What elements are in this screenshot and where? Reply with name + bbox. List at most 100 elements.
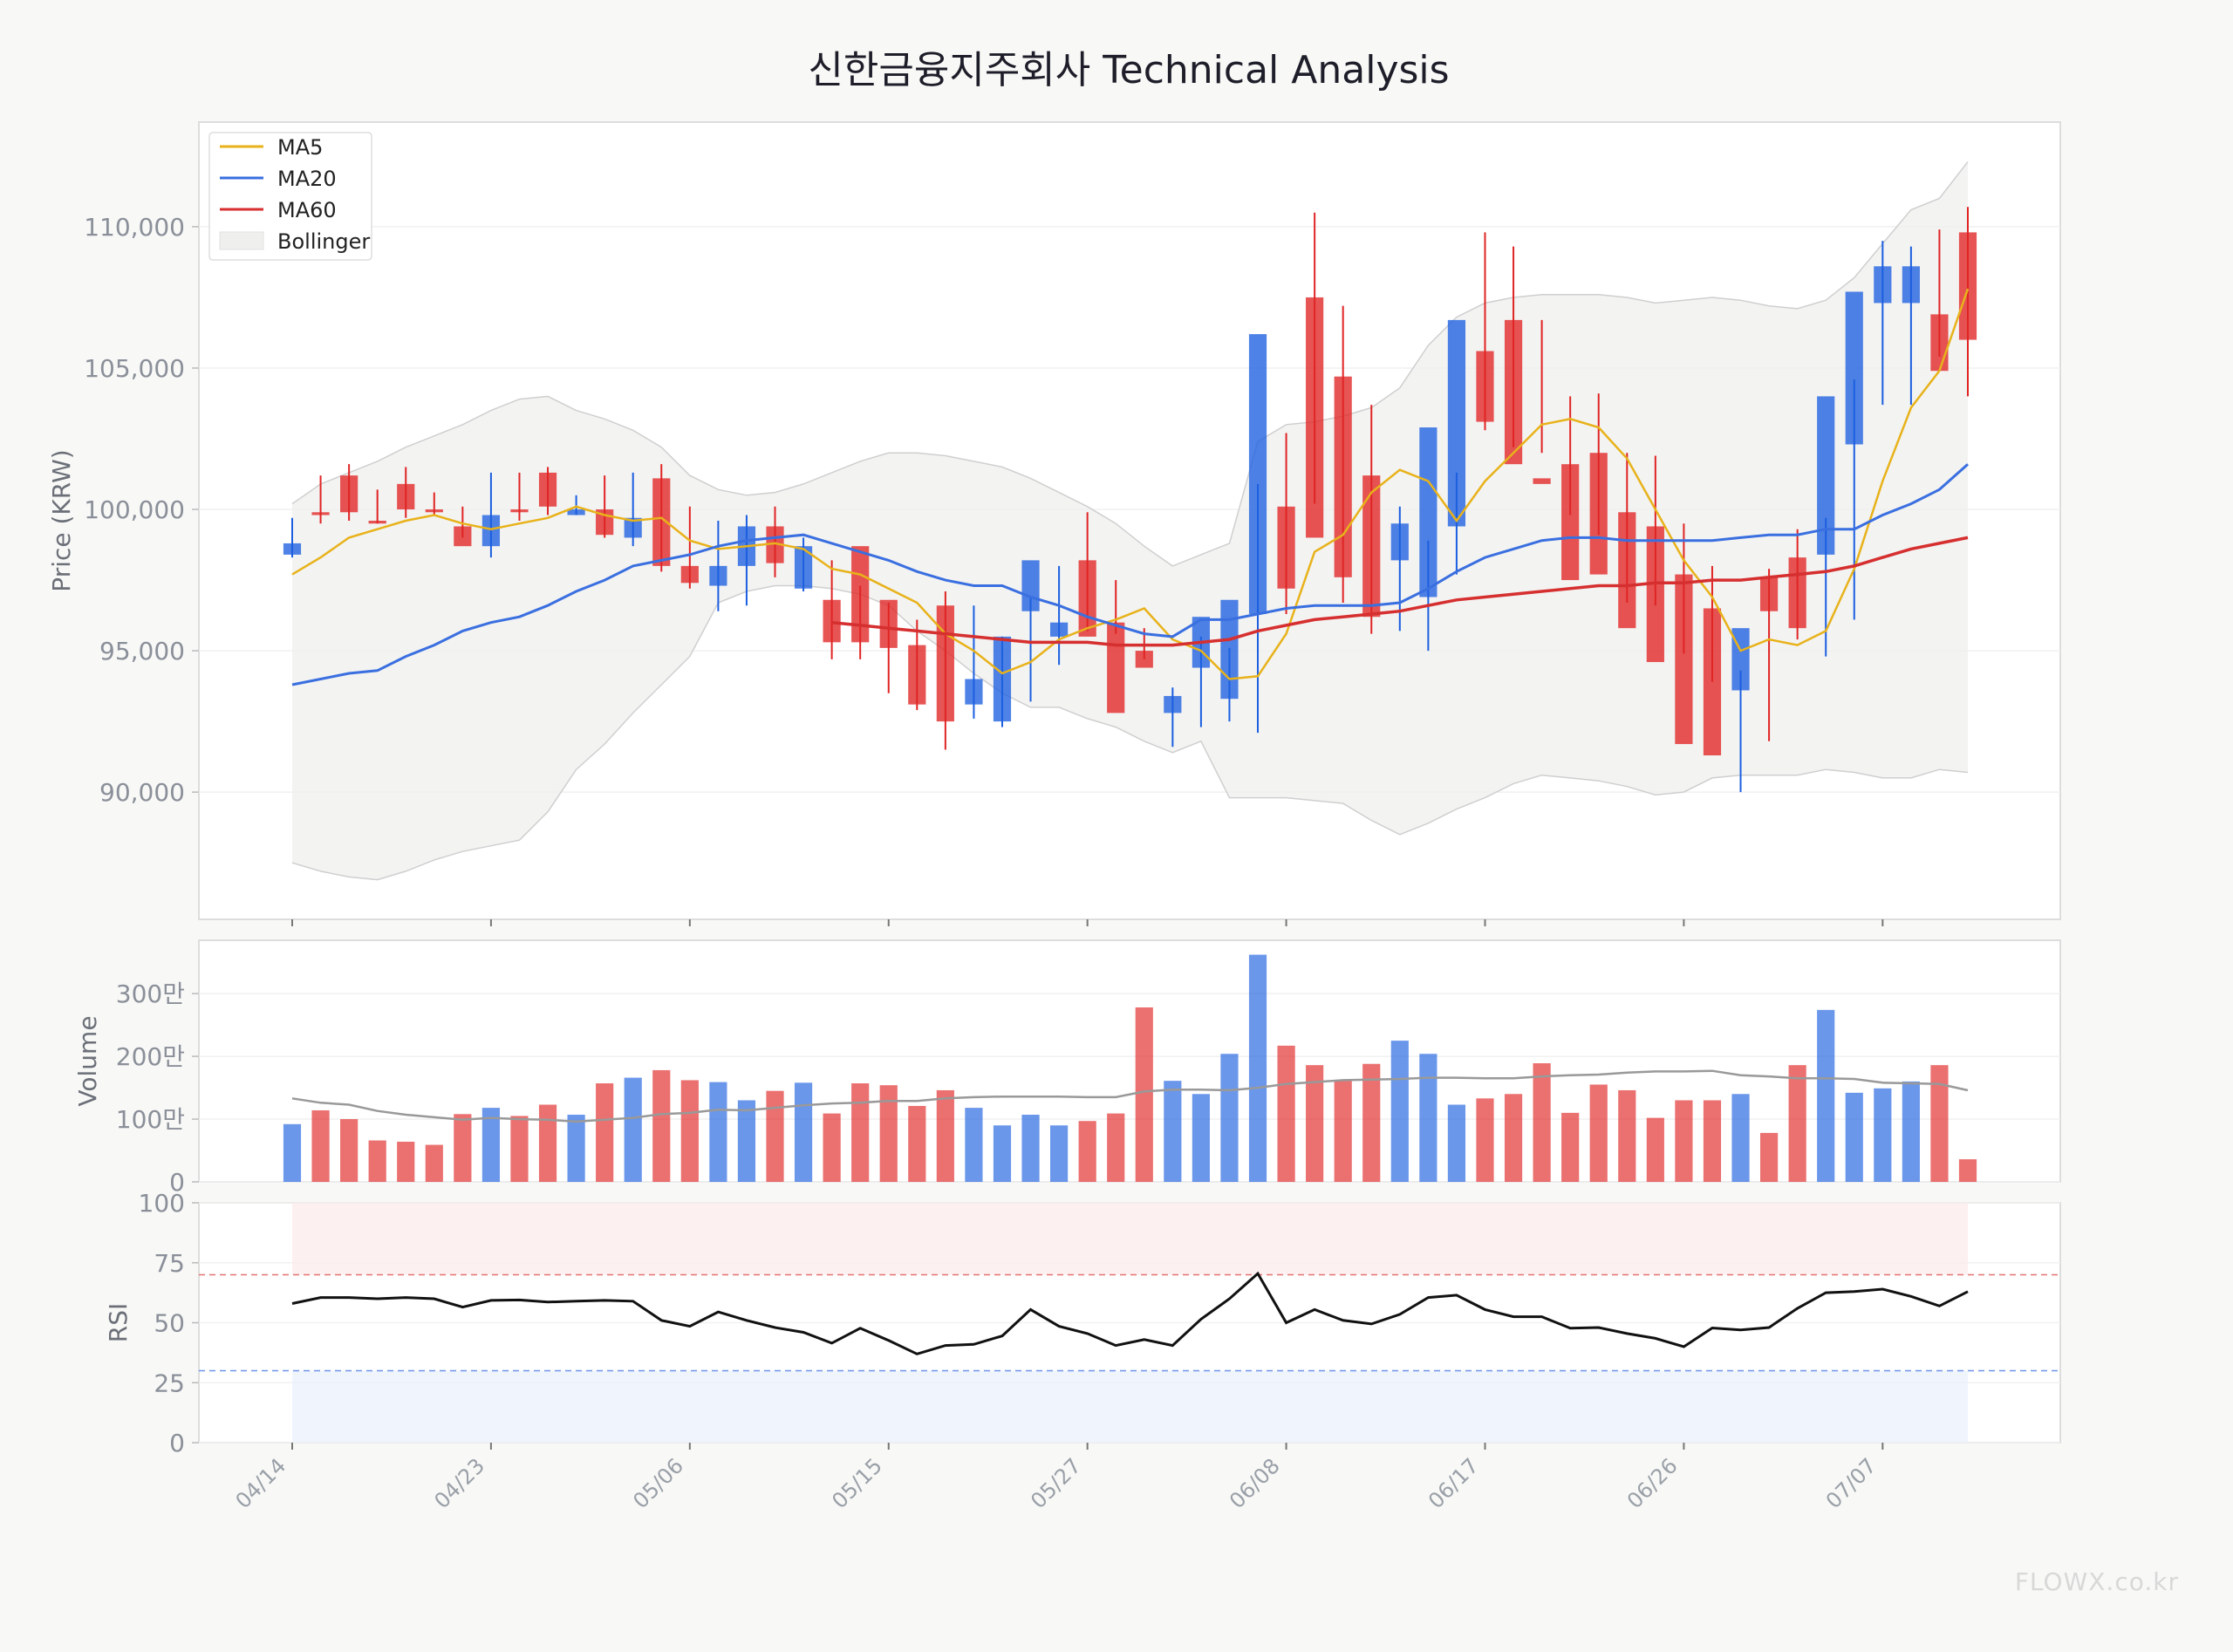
- candle-body: [1561, 464, 1580, 581]
- volume-bar: [624, 1077, 642, 1182]
- candle-body: [1135, 651, 1153, 668]
- legend-swatch-band: [219, 231, 264, 250]
- volume-bar: [652, 1069, 671, 1182]
- candle-body: [340, 475, 359, 513]
- volume-bar: [1817, 1009, 1835, 1182]
- candle-body: [1817, 396, 1835, 555]
- volume-ylabel: Volume: [73, 1015, 102, 1106]
- volume-bar: [1731, 1094, 1750, 1182]
- candle-body: [283, 543, 302, 555]
- candle-body: [1277, 506, 1295, 589]
- volume-bar: [1306, 1065, 1324, 1182]
- volume-bar: [454, 1114, 472, 1182]
- volume-bar: [596, 1083, 614, 1182]
- candle-body: [1902, 266, 1920, 304]
- candle-body: [1533, 478, 1551, 484]
- volume-bar: [1902, 1081, 1920, 1182]
- candle-body: [567, 509, 585, 515]
- candle-body: [368, 521, 386, 524]
- price-legend: MA5 MA20 MA60 Bollinger: [208, 132, 372, 261]
- volume-ma-line: [291, 1069, 1969, 1123]
- candle-body: [538, 472, 557, 507]
- x-tick-label: 05/06: [628, 1453, 688, 1513]
- bollinger-band: [292, 161, 1968, 880]
- legend-box: [208, 132, 372, 261]
- volume-bar: [1874, 1088, 1892, 1182]
- volume-bar: [851, 1083, 870, 1182]
- candle-body: [425, 509, 443, 513]
- candle-body: [823, 599, 841, 643]
- x-tick-label: 06/26: [1622, 1453, 1683, 1513]
- watermark: FLOWX.co.kr: [2015, 1567, 2179, 1596]
- candle-body: [1845, 291, 1863, 445]
- x-tick-label: 06/08: [1225, 1453, 1285, 1513]
- candle-body: [311, 512, 330, 515]
- volume-bar: [510, 1116, 529, 1182]
- rsi-overbought-zone: [292, 1203, 1968, 1275]
- candle-body: [1646, 526, 1664, 663]
- candle-body: [1589, 453, 1608, 575]
- volume-bar: [1703, 1100, 1722, 1182]
- candle-body: [1476, 351, 1494, 422]
- volume-bar: [1107, 1113, 1125, 1182]
- candle-body: [879, 599, 898, 648]
- candle-body: [1334, 376, 1352, 577]
- volume-bar: [1135, 1007, 1153, 1182]
- candle-body: [851, 546, 870, 643]
- volume-bar: [1618, 1089, 1636, 1182]
- volume-bar: [567, 1115, 585, 1182]
- candle-body: [965, 679, 983, 705]
- candle-body: [1362, 475, 1381, 618]
- volume-bar: [737, 1100, 756, 1182]
- rsi-ytick-label: 25: [154, 1369, 185, 1397]
- candle-body: [1874, 266, 1892, 304]
- candle-body: [936, 605, 954, 722]
- volume-bar: [311, 1109, 330, 1182]
- volume-bar: [1248, 954, 1267, 1182]
- candle-body: [1504, 319, 1523, 465]
- legend-label: MA60: [277, 198, 337, 222]
- price-ytick-label: 95,000: [99, 637, 185, 666]
- volume-ytick-label: 200만: [116, 1042, 185, 1071]
- volume-bar: [1419, 1054, 1437, 1182]
- volume-bar: [538, 1104, 557, 1182]
- volume-bar: [481, 1108, 501, 1182]
- volume-bar: [993, 1125, 1012, 1182]
- x-tick-label: 06/17: [1424, 1453, 1484, 1513]
- legend-label: MA5: [277, 135, 323, 160]
- volume-bar: [1220, 1054, 1239, 1182]
- candle-body: [1703, 608, 1722, 756]
- ma5-line: [291, 288, 1970, 680]
- candle-body: [454, 526, 472, 547]
- candle-body: [1788, 557, 1806, 629]
- volume-bar: [1164, 1081, 1182, 1182]
- x-tick-label: 07/07: [1821, 1453, 1881, 1513]
- volume-bar: [908, 1105, 926, 1182]
- volume-bar: [340, 1119, 359, 1182]
- candle-body: [1078, 560, 1096, 637]
- rsi-ytick-label: 50: [154, 1309, 185, 1338]
- candle-body: [1618, 512, 1636, 629]
- candle-body: [624, 517, 642, 538]
- volume-bar: [1788, 1065, 1806, 1182]
- candle-body: [1220, 599, 1239, 700]
- ma60-line: [831, 536, 1969, 647]
- candle-body: [1675, 574, 1693, 745]
- price-ytick-label: 110,000: [84, 213, 185, 242]
- candle-body: [1248, 334, 1267, 614]
- volume-ytick-label: 100만: [116, 1105, 185, 1134]
- volume-bar: [1533, 1063, 1551, 1182]
- candle-body: [1107, 622, 1125, 713]
- volume-ytick-label: 300만: [116, 980, 185, 1008]
- candle-body: [652, 478, 671, 566]
- x-tick-label: 04/23: [429, 1453, 489, 1513]
- volume-bar: [425, 1144, 443, 1182]
- price-ytick-label: 90,000: [99, 778, 185, 807]
- rsi-ylabel: RSI: [104, 1303, 133, 1343]
- volume-bar: [368, 1140, 386, 1182]
- volume-bar: [965, 1108, 983, 1182]
- volume-bar: [1362, 1063, 1381, 1182]
- candle-body: [993, 636, 1012, 722]
